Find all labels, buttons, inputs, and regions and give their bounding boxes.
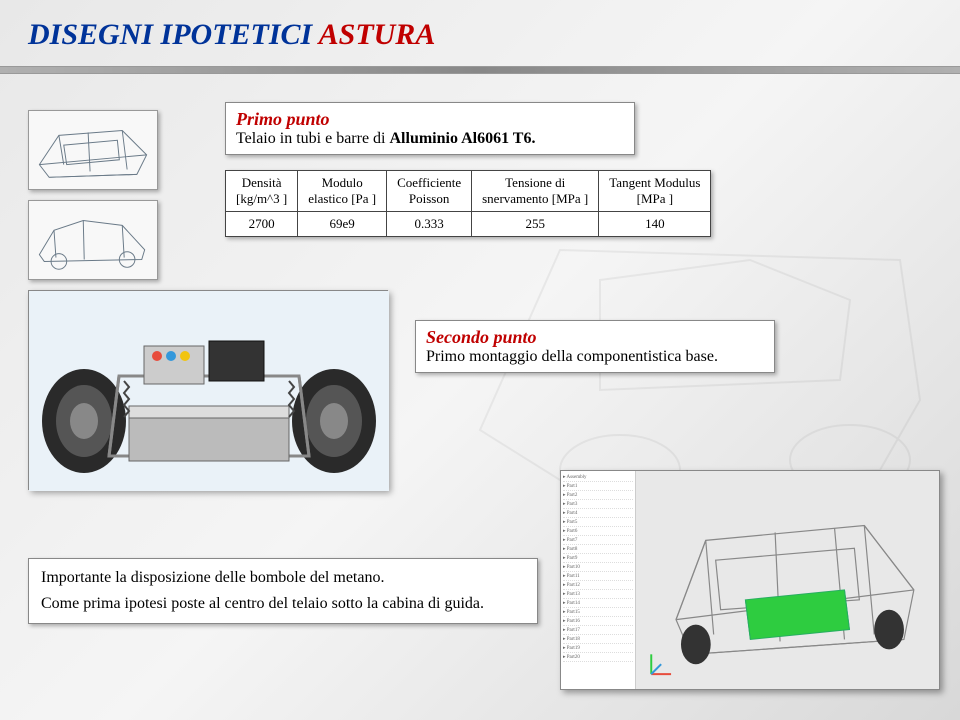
table-header-row: Densità[kg/m^3 ] Moduloelastico [Pa ] Co… bbox=[226, 171, 711, 212]
title-part-a: DISEGNI IPOTETICI bbox=[28, 18, 319, 51]
cad-tree-panel: ▸ Assembly ▸ Part1 ▸ Part2 ▸ Part3 ▸ Par… bbox=[561, 471, 636, 689]
assembly-render bbox=[28, 290, 388, 490]
primo-punto-box: Primo punto Telaio in tubi e barre di Al… bbox=[225, 102, 635, 155]
primo-text: Telaio in tubi e barre di Alluminio Al60… bbox=[236, 130, 624, 148]
td-tangent: 140 bbox=[599, 212, 711, 237]
table-row: 2700 69e9 0.333 255 140 bbox=[226, 212, 711, 237]
td-poisson: 0.333 bbox=[387, 212, 472, 237]
bottom-p2: Come prima ipotesi poste al centro del t… bbox=[41, 595, 525, 613]
primo-heading: Primo punto bbox=[236, 109, 624, 130]
th-poisson: CoefficientePoisson bbox=[387, 171, 472, 212]
cad-viewport bbox=[636, 471, 939, 689]
td-density: 2700 bbox=[226, 212, 298, 237]
title-part-b: ASTURA bbox=[319, 18, 436, 51]
td-yield: 255 bbox=[472, 212, 599, 237]
primo-prefix: Telaio in tubi e barre di bbox=[236, 130, 390, 147]
secondo-heading: Secondo punto bbox=[426, 327, 764, 348]
material-table: Densità[kg/m^3 ] Moduloelastico [Pa ] Co… bbox=[225, 170, 711, 237]
primo-material: Alluminio Al6061 T6. bbox=[390, 130, 536, 147]
title-underline bbox=[0, 66, 960, 74]
th-yield: Tensione disnervamento [MPa ] bbox=[472, 171, 599, 212]
cad-screenshot: ▸ Assembly ▸ Part1 ▸ Part2 ▸ Part3 ▸ Par… bbox=[560, 470, 940, 690]
th-density: Densità[kg/m^3 ] bbox=[226, 171, 298, 212]
thumbnail-chassis-side bbox=[28, 200, 158, 280]
page-title: DISEGNI IPOTETICI ASTURA bbox=[28, 18, 435, 52]
bottom-text-box: Importante la disposizione delle bombole… bbox=[28, 558, 538, 624]
secondo-punto-box: Secondo punto Primo montaggio della comp… bbox=[415, 320, 775, 373]
secondo-text: Primo montaggio della componentistica ba… bbox=[426, 348, 764, 366]
th-modulus: Moduloelastico [Pa ] bbox=[298, 171, 387, 212]
th-tangent: Tangent Modulus[MPa ] bbox=[599, 171, 711, 212]
td-modulus: 69e9 bbox=[298, 212, 387, 237]
thumbnail-stack bbox=[28, 110, 158, 280]
thumbnail-chassis-iso bbox=[28, 110, 158, 190]
bottom-p1: Importante la disposizione delle bombole… bbox=[41, 569, 525, 587]
